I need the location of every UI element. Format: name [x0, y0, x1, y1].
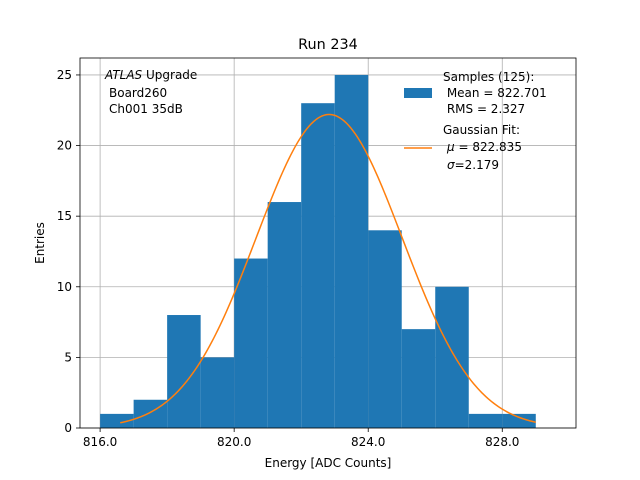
y-tick-label-4: 20 [57, 139, 72, 153]
annotation-rest: Upgrade [142, 68, 197, 82]
hist-bar-10 [435, 286, 469, 428]
gaussian-fit-line [120, 113, 536, 424]
y-tick-label-5: 25 [57, 68, 72, 82]
legend-hist-swatch [404, 88, 432, 98]
histogram-bars [100, 74, 536, 428]
hist-bar-9 [401, 329, 436, 428]
legend: Samples (125): Mean = 822.701 RMS = 2.32… [404, 70, 547, 172]
annotation-italic: ATLAS [104, 68, 143, 82]
mu-equals: = [455, 140, 473, 154]
sigma-equals: = [455, 158, 465, 172]
legend-fit-line-3: σ=2.179 [447, 158, 499, 172]
legend-fit-line-2: μ = 822.835 [446, 140, 522, 154]
hist-bar-8 [368, 230, 402, 428]
y-axis-ticks: 0 5 10 15 20 25 [57, 68, 80, 435]
hist-bar-6 [301, 103, 335, 428]
y-tick-label-1: 5 [64, 350, 72, 364]
x-axis-ticks: 816.0 820.0 824.0 828.0 [83, 428, 519, 449]
hist-bar-0 [100, 413, 134, 428]
chart-title: Run 234 [298, 37, 358, 53]
hist-bar-11 [468, 413, 503, 428]
annotation-line-2: Board260 [109, 86, 167, 100]
y-tick-label-0: 0 [64, 421, 72, 435]
hist-bar-4 [234, 258, 268, 428]
legend-hist-line-1: Samples (125): [443, 70, 534, 84]
x-tick-label-3: 828.0 [485, 435, 519, 449]
mu-symbol: μ [446, 140, 455, 154]
y-axis-label: Entries [33, 222, 47, 264]
x-tick-label-1: 820.0 [217, 435, 251, 449]
annotation-line-3: Ch001 35dB [109, 102, 183, 116]
hist-bar-7 [334, 74, 369, 428]
legend-fit-line-1: Gaussian Fit: [443, 123, 520, 137]
run-annotation: ATLAS Upgrade Board260 Ch001 35dB [104, 68, 197, 116]
plot-frame [79, 57, 577, 429]
hist-bar-12 [502, 413, 536, 428]
x-tick-label-0: 816.0 [83, 435, 117, 449]
annotation-line-1: ATLAS Upgrade [104, 68, 197, 82]
x-tick-label-2: 824.0 [351, 435, 385, 449]
sigma-symbol: σ [447, 158, 455, 172]
hist-bar-1 [133, 399, 168, 428]
legend-hist-line-2: Mean = 822.701 [443, 86, 547, 100]
hist-bar-2 [167, 315, 201, 428]
y-tick-label-2: 10 [57, 280, 72, 294]
sigma-value: 2.179 [465, 158, 499, 172]
legend-hist-line-3: RMS = 2.327 [443, 102, 525, 116]
y-tick-label-3: 15 [57, 209, 72, 223]
hist-bar-3 [200, 357, 235, 428]
x-axis-label: Energy [ADC Counts] [265, 456, 392, 470]
mu-value: 822.835 [472, 140, 522, 154]
hist-bar-5 [267, 202, 302, 428]
